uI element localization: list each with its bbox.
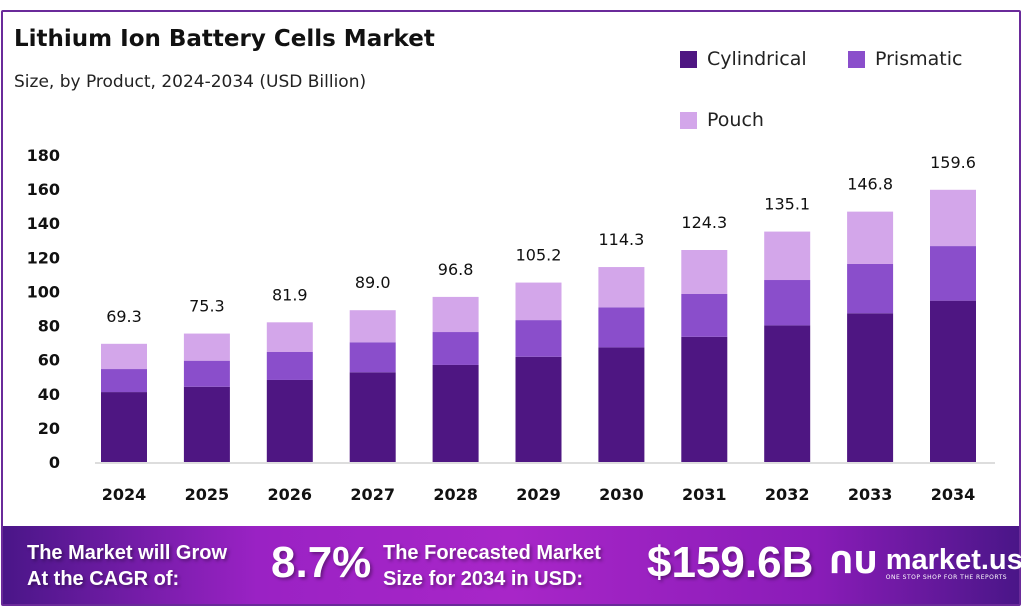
bar-segment-prismatic [764, 280, 811, 326]
bar-segment-prismatic [515, 320, 562, 357]
y-tick-label: 100 [27, 282, 60, 301]
forecast-label: The Forecasted Market Size for 2034 in U… [383, 540, 601, 592]
x-tick-label: 2029 [516, 485, 561, 504]
bar-segment-cylindrical [183, 386, 230, 462]
bar-segment-pouch [515, 282, 562, 321]
y-tick-label: 120 [27, 248, 60, 267]
bar-segment-pouch [349, 310, 396, 343]
bar-total-label: 81.9 [272, 285, 308, 304]
y-tick-label: 80 [38, 317, 60, 336]
legend-label: Prismatic [875, 48, 963, 70]
legend-label: Cylindrical [707, 48, 807, 70]
bar-segment-pouch [598, 267, 645, 308]
legend-swatch [848, 50, 865, 68]
legend-label: Pouch [707, 109, 764, 131]
bar-segment-cylindrical [681, 336, 728, 462]
chart-subtitle: Size, by Product, 2024-2034 (USD Billion… [14, 72, 367, 92]
x-tick-label: 2031 [682, 485, 727, 504]
bar-total-label: 159.6 [930, 153, 976, 172]
x-tick-label: 2030 [599, 485, 644, 504]
bar-segment-pouch [432, 296, 479, 333]
stacked-bar-chart: 0 20 40 60 80 100 120 140 160 180 69.3 2024 75.3 2025… [27, 146, 995, 504]
summary-banner: The Market will Grow At the CAGR of: 8.7… [3, 526, 1023, 604]
y-tick-label: 140 [27, 214, 60, 233]
bar-segment-cylindrical [349, 372, 396, 462]
logo-text: market.us [885, 544, 1023, 576]
cagr-label-line-1: The Market will Grow [27, 542, 228, 564]
bar-segment-prismatic [183, 360, 230, 387]
bar-total-label: 124.3 [681, 213, 727, 232]
logo-tagline: ONE STOP SHOP FOR THE REPORTS [885, 574, 1008, 581]
cagr-label-line-2: At the CAGR of: [27, 568, 180, 590]
y-tick-label: 20 [38, 419, 60, 438]
bar-segment-pouch [101, 343, 147, 370]
x-tick-label: 2027 [350, 485, 395, 504]
y-tick-label: 160 [27, 180, 60, 199]
forecast-label-line-2: Size for 2034 in USD: [383, 568, 584, 590]
y-tick-label: 0 [49, 453, 60, 472]
legend-item-prismatic: Prismatic [848, 48, 962, 70]
bar-total-label: 69.3 [106, 307, 142, 326]
bar-segment-pouch [681, 249, 728, 295]
bar-segment-cylindrical [598, 347, 645, 462]
bar-total-label: 105.2 [516, 246, 562, 265]
bar-segment-prismatic [101, 369, 147, 393]
bar-segment-cylindrical [266, 379, 313, 462]
bar-segment-pouch [183, 333, 230, 361]
bar-segment-cylindrical [847, 313, 894, 462]
bar-segment-prismatic [349, 342, 396, 373]
x-tick-label: 2028 [433, 485, 478, 504]
bar-total-label: 89.0 [355, 273, 391, 292]
bar-segment-cylindrical [101, 392, 147, 462]
y-tick-label: 40 [38, 385, 60, 404]
x-tick-label: 2034 [931, 485, 976, 504]
legend-item-cylindrical: Cylindrical [680, 48, 807, 70]
y-tick-label: 180 [27, 146, 60, 165]
x-tick-label: 2024 [102, 485, 147, 504]
bar-segment-prismatic [598, 307, 645, 348]
bar-total-label: 114.3 [598, 230, 644, 249]
x-tick-label: 2025 [185, 485, 230, 504]
cagr-label: The Market will Grow At the CAGR of: [27, 540, 227, 592]
legend-swatch [680, 50, 697, 68]
legend-swatch [680, 111, 697, 129]
bar-segment-cylindrical [432, 364, 479, 462]
x-tick-label: 2032 [765, 485, 810, 504]
y-tick-label: 60 [38, 351, 60, 370]
bar-segment-cylindrical [930, 300, 976, 462]
legend-item-pouch: Pouch [680, 109, 764, 131]
bar-segment-prismatic [266, 351, 313, 380]
x-tick-label: 2026 [268, 485, 313, 504]
forecast-label-line-1: The Forecasted Market [383, 542, 601, 564]
chart-title: Lithium Ion Battery Cells Market [14, 26, 435, 52]
bar-segment-cylindrical [515, 356, 562, 462]
cagr-value: 8.7% [271, 538, 372, 587]
bar-total-label: 146.8 [847, 175, 893, 194]
bar-total-label: 135.1 [764, 195, 810, 214]
bar-segment-prismatic [847, 263, 894, 314]
bar-segment-pouch [847, 211, 894, 264]
x-tick-label: 2033 [848, 485, 893, 504]
chart-frame [1, 10, 1021, 606]
bar-segment-pouch [266, 322, 313, 352]
bar-segment-pouch [764, 231, 811, 281]
bar-total-label: 75.3 [189, 297, 225, 316]
bar-segment-prismatic [432, 332, 479, 365]
bar-segment-pouch [930, 189, 976, 247]
market-us-logo: ᑎᑌ market.us ONE STOP SHOP FOR THE REPOR… [829, 544, 1023, 582]
bar-segment-prismatic [681, 294, 728, 337]
bar-segment-prismatic [930, 246, 976, 301]
logo-mark-icon: ᑎᑌ [829, 546, 878, 581]
forecast-value: $159.6B [647, 538, 814, 587]
bar-segment-cylindrical [764, 325, 811, 462]
bar-total-label: 96.8 [438, 260, 474, 279]
